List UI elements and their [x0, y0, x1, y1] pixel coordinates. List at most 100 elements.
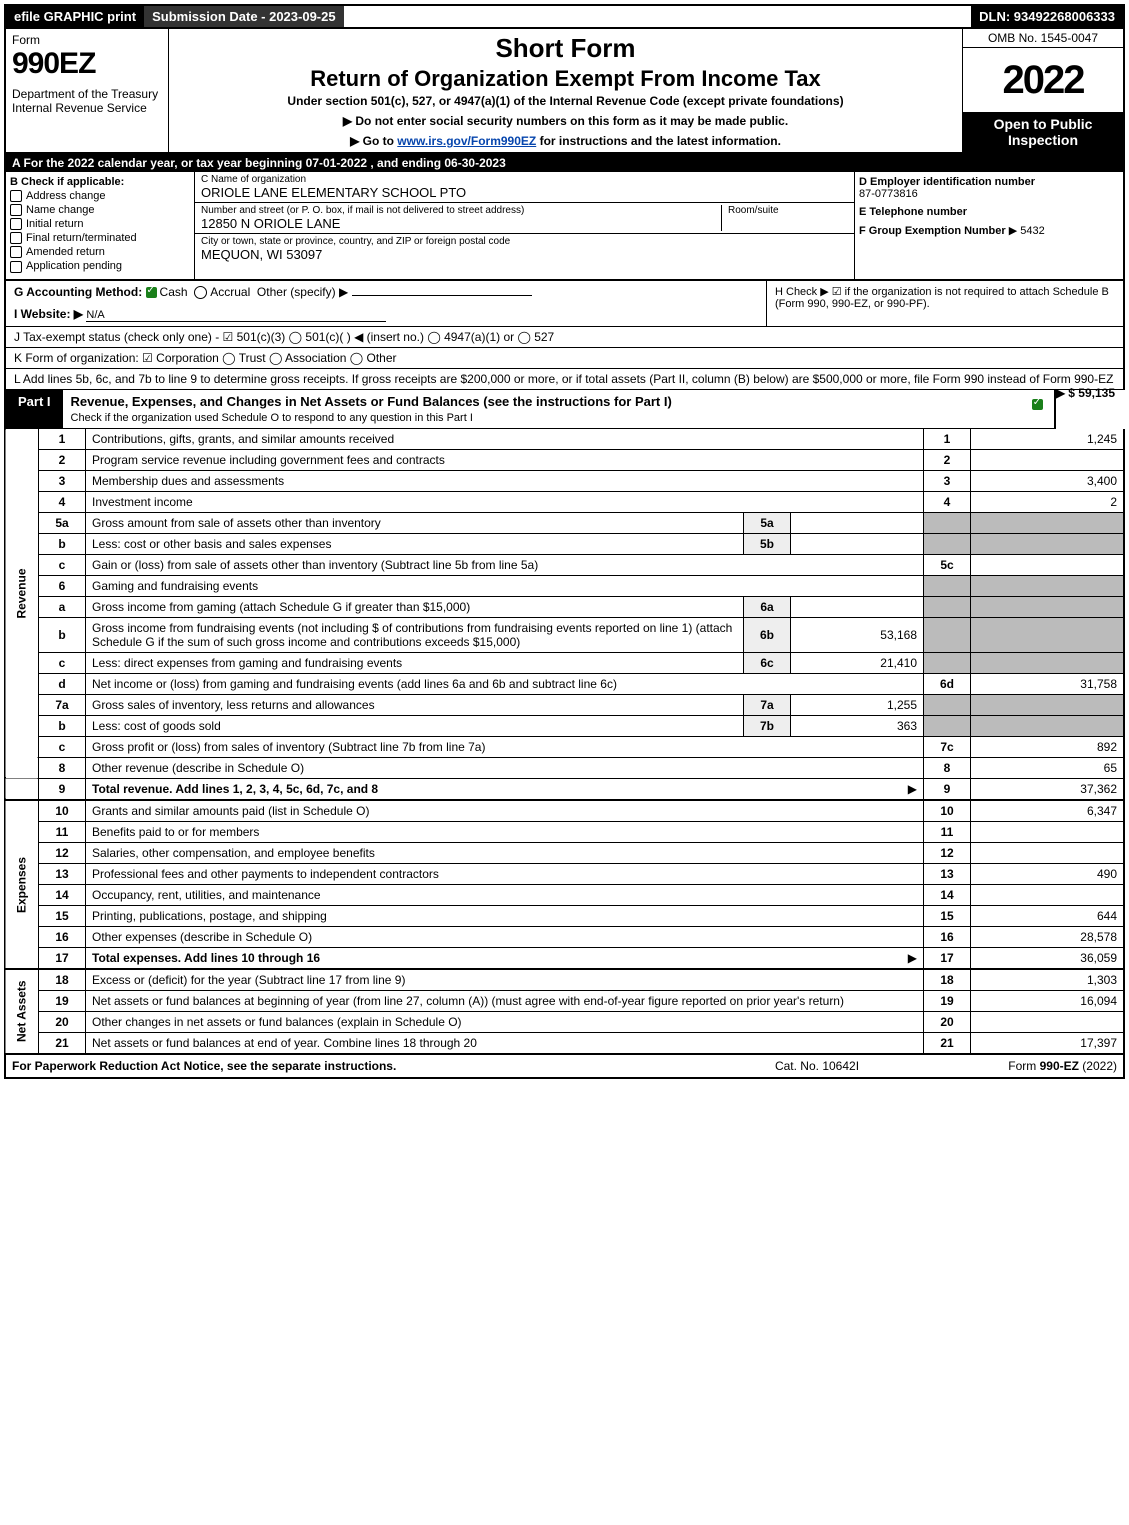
part1-table: Revenue 1 Contributions, gifts, grants, … — [4, 429, 1125, 1055]
line-19-desc: Net assets or fund balances at beginning… — [86, 990, 924, 1011]
line-7a-grey — [924, 694, 971, 715]
line-5c-num: c — [39, 554, 86, 575]
chk-cash[interactable] — [146, 287, 157, 298]
line-8-val: 65 — [971, 757, 1125, 778]
line-6d-val: 31,758 — [971, 673, 1125, 694]
chk-final-return[interactable]: Final return/terminated — [10, 232, 190, 244]
line-6a-bval — [791, 596, 924, 617]
g-label: G Accounting Method: — [14, 285, 142, 299]
side-expenses: Expenses — [5, 800, 39, 969]
line-5a-box: 5a — [744, 512, 791, 533]
line-19-val: 16,094 — [971, 990, 1125, 1011]
line-2-desc: Program service revenue including govern… — [86, 449, 924, 470]
line-7a-desc: Gross sales of inventory, less returns a… — [86, 694, 744, 715]
line-2-num: 2 — [39, 449, 86, 470]
footer-left: For Paperwork Reduction Act Notice, see … — [12, 1059, 717, 1073]
line-21-num: 21 — [39, 1032, 86, 1054]
chk-initial-return[interactable]: Initial return — [10, 218, 190, 230]
line-6b-num: b — [39, 617, 86, 652]
header-left: Form 990EZ Department of the Treasury In… — [6, 29, 169, 152]
line-5c-desc: Gain or (loss) from sale of assets other… — [86, 554, 924, 575]
chk-name-change[interactable]: Name change — [10, 204, 190, 216]
form-number: 990EZ — [12, 47, 162, 81]
line-5c-rnum: 5c — [924, 554, 971, 575]
form-label: Form — [12, 33, 162, 47]
line-16-rnum: 16 — [924, 926, 971, 947]
line-19-rnum: 19 — [924, 990, 971, 1011]
submission-date: Submission Date - 2023-09-25 — [144, 6, 344, 27]
line-6-desc: Gaming and fundraising events — [86, 575, 924, 596]
line-7c-desc: Gross profit or (loss) from sales of inv… — [86, 736, 924, 757]
open-inspection: Open to Public Inspection — [963, 112, 1123, 152]
line-5a-grey — [924, 512, 971, 533]
line-4-val: 2 — [971, 491, 1125, 512]
chk-application-pending[interactable]: Application pending — [10, 260, 190, 272]
page-footer: For Paperwork Reduction Act Notice, see … — [4, 1055, 1125, 1079]
line-18-desc: Excess or (deficit) for the year (Subtra… — [86, 969, 924, 991]
footer-right: Form 990-EZ (2022) — [917, 1059, 1117, 1073]
line-6d-desc: Net income or (loss) from gaming and fun… — [86, 673, 924, 694]
line-3-rnum: 3 — [924, 470, 971, 491]
line-6-grey — [924, 575, 971, 596]
line-17-rnum: 17 — [924, 947, 971, 969]
line-6a-box: 6a — [744, 596, 791, 617]
line-13-rnum: 13 — [924, 863, 971, 884]
line-6-greyv — [971, 575, 1125, 596]
part1-tab: Part I — [6, 390, 63, 428]
side-netassets: Net Assets — [5, 969, 39, 1054]
side-blank1 — [5, 757, 39, 778]
line-5b-num: b — [39, 533, 86, 554]
line-7b-bval: 363 — [791, 715, 924, 736]
col-b-checkboxes: B Check if applicable: Address change Na… — [6, 172, 195, 279]
line-7b-num: b — [39, 715, 86, 736]
line-17-val: 36,059 — [971, 947, 1125, 969]
line-6d-rnum: 6d — [924, 673, 971, 694]
street: 12850 N ORIOLE LANE — [201, 216, 721, 231]
line-1-desc: Contributions, gifts, grants, and simila… — [86, 429, 924, 450]
line-7c-rnum: 7c — [924, 736, 971, 757]
line-21-desc: Net assets or fund balances at end of ye… — [86, 1032, 924, 1054]
row-g-h: G Accounting Method: Cash Accrual Other … — [4, 281, 1125, 327]
footer-catno: Cat. No. 10642I — [717, 1059, 917, 1073]
line-5b-grey — [924, 533, 971, 554]
line-7b-desc: Less: cost of goods sold — [86, 715, 744, 736]
line-10-rnum: 10 — [924, 800, 971, 822]
line-6a-num: a — [39, 596, 86, 617]
part1-sub: Check if the organization used Schedule … — [71, 412, 473, 424]
city: MEQUON, WI 53097 — [201, 247, 848, 262]
line-14-val — [971, 884, 1125, 905]
line-5a-num: 5a — [39, 512, 86, 533]
line-5b-desc: Less: cost or other basis and sales expe… — [86, 533, 744, 554]
phone-label: E Telephone number — [859, 206, 1119, 218]
col-c-entity: C Name of organization ORIOLE LANE ELEME… — [195, 172, 854, 279]
chk-address-change[interactable]: Address change — [10, 190, 190, 202]
part1-check[interactable] — [1024, 390, 1054, 428]
line-13-val: 490 — [971, 863, 1125, 884]
name-label: C Name of organization — [201, 174, 848, 185]
line-7a-bval: 1,255 — [791, 694, 924, 715]
line-6b-bval: 53,168 — [791, 617, 924, 652]
chk-accrual[interactable] — [194, 286, 207, 299]
line-18-rnum: 18 — [924, 969, 971, 991]
chk-amended-return[interactable]: Amended return — [10, 246, 190, 258]
line-7b-box: 7b — [744, 715, 791, 736]
line-15-val: 644 — [971, 905, 1125, 926]
room-label: Room/suite — [728, 205, 848, 216]
efile-print[interactable]: efile GRAPHIC print — [6, 6, 144, 27]
side-revenue: Revenue — [5, 429, 39, 758]
line-20-desc: Other changes in net assets or fund bala… — [86, 1011, 924, 1032]
line-20-num: 20 — [39, 1011, 86, 1032]
line-10-desc: Grants and similar amounts paid (list in… — [86, 800, 924, 822]
other-label: Other (specify) ▶ — [257, 285, 348, 299]
accrual-label: Accrual — [210, 285, 250, 299]
top-bar: efile GRAPHIC print Submission Date - 20… — [4, 4, 1125, 29]
irs-link[interactable]: www.irs.gov/Form990EZ — [397, 134, 536, 148]
line-6c-bval: 21,410 — [791, 652, 924, 673]
line-12-rnum: 12 — [924, 842, 971, 863]
line-12-num: 12 — [39, 842, 86, 863]
col-b-title: B Check if applicable: — [10, 176, 190, 188]
line-9-rnum: 9 — [924, 778, 971, 800]
line-16-desc: Other expenses (describe in Schedule O) — [86, 926, 924, 947]
org-name: ORIOLE LANE ELEMENTARY SCHOOL PTO — [201, 185, 848, 200]
line-5a-greyv — [971, 512, 1125, 533]
